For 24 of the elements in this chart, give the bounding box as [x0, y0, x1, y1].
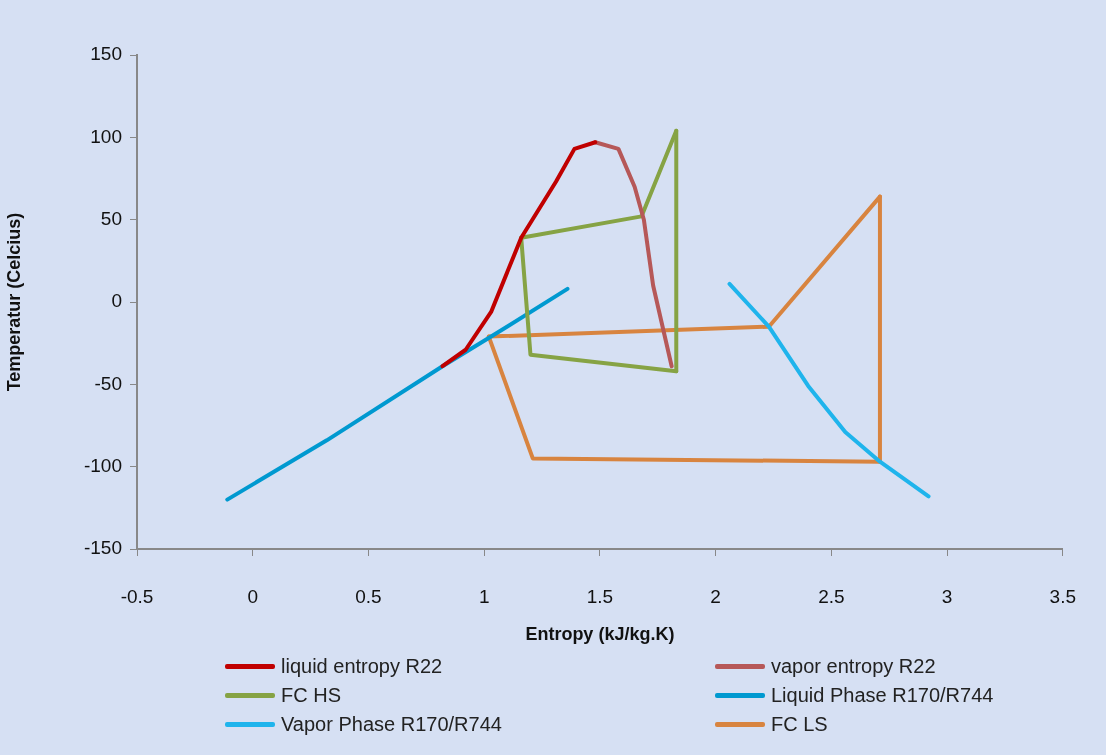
y-tick-label: 50: [100, 207, 122, 229]
x-tick-label: -0.5: [120, 585, 154, 607]
x-tick-label: 2: [710, 585, 721, 607]
x-tick-label: 0: [247, 585, 259, 607]
legend-label: Liquid Phase R170/R744: [771, 684, 994, 707]
y-axis-title: Temperatur (Celcius): [3, 212, 24, 392]
x-tick-label: 2.5: [818, 585, 845, 607]
x-tick-label: 3: [941, 585, 953, 607]
y-tick-label: 0: [111, 290, 122, 312]
legend-label: vapor entropy R22: [771, 655, 936, 678]
y-tick-label: -50: [94, 372, 122, 394]
y-tick-label: -150: [83, 537, 122, 559]
legend-label: liquid entropy R22: [281, 655, 443, 678]
y-tick-label: 150: [90, 43, 122, 65]
x-axis-title: Entropy (kJ/kg.K): [525, 624, 675, 645]
legend-label: FC LS: [771, 713, 828, 736]
y-tick-label: 100: [90, 125, 122, 147]
legend-label: Vapor Phase R170/R744: [281, 713, 502, 736]
x-tick-label: 1: [478, 585, 490, 607]
x-tick-label: 1.5: [586, 585, 614, 607]
x-tick-label: 0.5: [355, 585, 382, 607]
x-tick-label: 3.5: [1049, 585, 1076, 607]
y-tick-label: -100: [83, 454, 122, 476]
legend-label: FC HS: [281, 684, 341, 707]
